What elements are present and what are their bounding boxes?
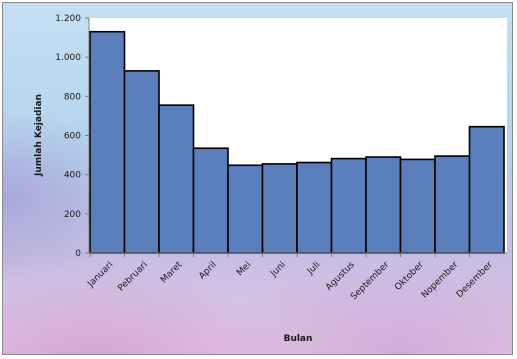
x-tick-label: Pebruari bbox=[116, 260, 150, 294]
bar-september bbox=[365, 156, 402, 254]
bar-januari bbox=[89, 30, 126, 254]
bars-group bbox=[89, 30, 505, 254]
y-tick-label: 400 bbox=[64, 171, 81, 181]
x-tick-label: Mei bbox=[235, 260, 253, 278]
x-tick-label: Juni bbox=[268, 260, 288, 280]
y-tick-label: 200 bbox=[64, 210, 81, 220]
y-tick-labels: 0 200 400 600 800 1.000 1.200 bbox=[55, 14, 81, 259]
y-axis-title: Jumlah Kejadian bbox=[34, 94, 44, 177]
bar-juli bbox=[296, 161, 333, 254]
x-axis-title: Bulan bbox=[284, 334, 313, 344]
bar-april bbox=[192, 147, 229, 254]
bar-desember bbox=[468, 125, 505, 254]
y-tick-label: 800 bbox=[64, 92, 81, 102]
bar-pebruari bbox=[123, 70, 160, 254]
x-tick-label: Juli bbox=[305, 260, 322, 277]
x-tick-label: Januari bbox=[85, 260, 115, 290]
x-tick-labels: Januari Pebruari Maret April Mei Juni Juli Agus… bbox=[85, 260, 495, 303]
x-tick-label: Oktober bbox=[393, 260, 426, 293]
y-tick-label: 0 bbox=[75, 249, 81, 259]
bar-maret bbox=[158, 104, 195, 254]
x-tick-label: Agustus bbox=[324, 260, 357, 293]
bar-juni bbox=[261, 163, 298, 254]
y-tick-label: 600 bbox=[64, 132, 81, 142]
x-tick-label: Maret bbox=[159, 260, 185, 286]
y-tick-label: 1.200 bbox=[55, 14, 81, 24]
bar-nopember bbox=[434, 155, 471, 254]
x-tick-label: Desember bbox=[455, 260, 495, 300]
x-tick-label: April bbox=[197, 260, 219, 282]
bar-oktober bbox=[399, 158, 436, 254]
bar-agustus bbox=[330, 157, 367, 254]
axes-group bbox=[85, 17, 507, 257]
bar-mei bbox=[227, 164, 264, 254]
y-tick-label: 1.000 bbox=[55, 53, 81, 63]
x-tick-label: Nopember bbox=[420, 260, 461, 301]
